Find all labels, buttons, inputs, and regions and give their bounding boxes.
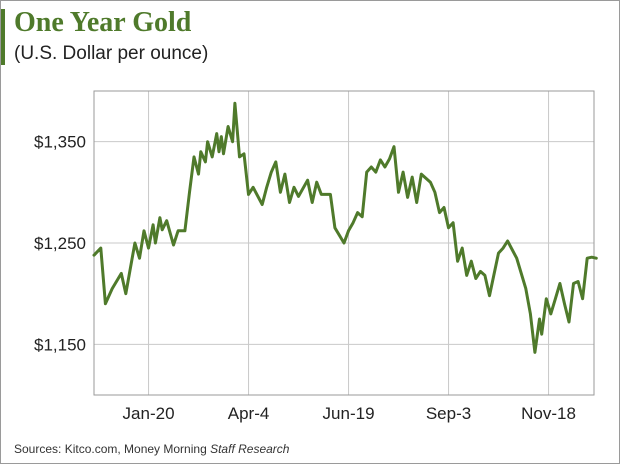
x-tick-label: Sep-3 (426, 404, 471, 423)
x-tick-labels: Jan-20 Apr-4 Jun-19 Sep-3 Nov-18 (123, 404, 576, 423)
y-tick-label: $1,350 (34, 133, 86, 152)
x-tick-label: Apr-4 (228, 404, 270, 423)
title-accent-bar (1, 9, 5, 65)
x-tick-label: Jan-20 (123, 404, 175, 423)
chart-title: One Year Gold (14, 7, 192, 38)
source-suffix: Staff Research (210, 442, 290, 456)
y-tick-labels: $1,150 $1,250 $1,350 (34, 133, 86, 355)
x-tick-label: Nov-18 (521, 404, 576, 423)
y-tick-label: $1,150 (34, 335, 86, 354)
y-tick-label: $1,250 (34, 234, 86, 253)
plot-area-border (93, 90, 595, 396)
source-prefix: Sources: Kitco.com, Money Morning (14, 442, 207, 456)
source-note: Sources: Kitco.com, Money Morning Staff … (14, 442, 289, 456)
chart-subtitle: (U.S. Dollar per ounce) (14, 43, 209, 64)
x-tick-label: Jun-19 (323, 404, 375, 423)
series-layer (92, 101, 598, 354)
chart-svg: $1,150 $1,250 $1,350 Jan-20 Apr-4 Jun-19 Sep-… (34, 90, 598, 423)
series-line (92, 101, 598, 354)
